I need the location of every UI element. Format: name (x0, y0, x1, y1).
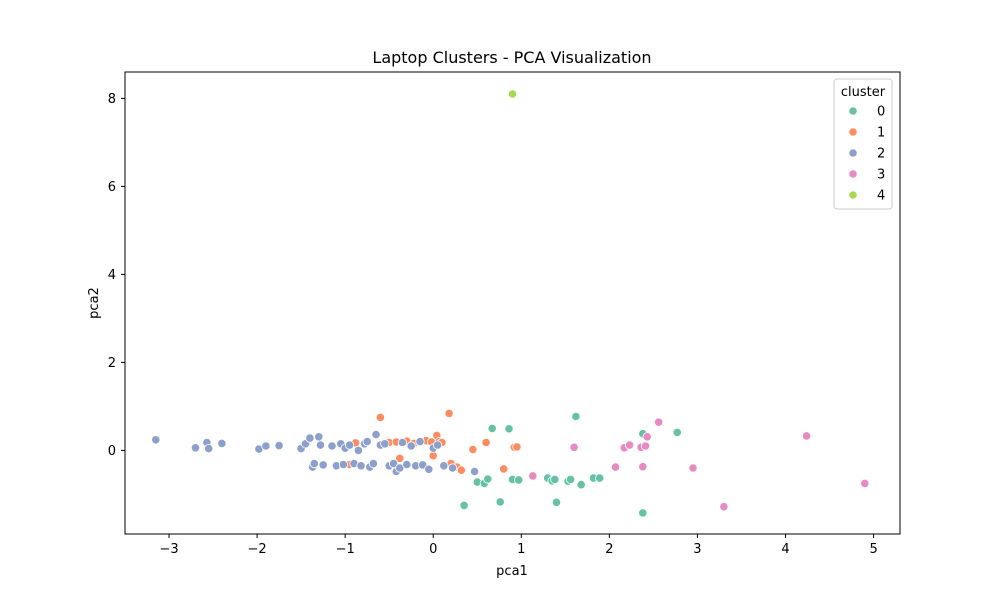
point-cluster-0-11 (550, 474, 560, 484)
legend-label-3: 3 (877, 168, 885, 183)
point-cluster-4-0 (507, 89, 518, 99)
point-cluster-2-29 (371, 429, 381, 440)
legend-label-0: 0 (877, 105, 885, 120)
point-cluster-2-44 (432, 440, 443, 450)
y-tick-label: 2 (108, 356, 116, 371)
point-cluster-3-8 (642, 432, 652, 442)
point-cluster-0-12 (551, 497, 562, 507)
point-cluster-1-23 (512, 442, 522, 452)
point-cluster-2-24 (356, 461, 366, 471)
point-cluster-2-15 (318, 460, 328, 470)
y-tick-label: 4 (108, 268, 116, 283)
legend-marker-2 (848, 148, 858, 158)
x-tick-label: 4 (781, 542, 789, 557)
point-cluster-2-1 (190, 443, 201, 453)
point-cluster-3-0 (528, 471, 538, 481)
point-cluster-1-19 (468, 444, 478, 455)
point-cluster-2-36 (397, 437, 407, 448)
y-tick-label: 8 (108, 92, 116, 107)
point-cluster-2-23 (353, 445, 363, 455)
point-cluster-1-21 (499, 464, 509, 474)
point-cluster-2-13 (314, 432, 324, 442)
point-cluster-2-4 (217, 438, 227, 448)
point-cluster-2-42 (424, 464, 434, 474)
point-cluster-2-16 (327, 441, 337, 451)
point-cluster-2-3 (204, 443, 214, 454)
point-cluster-2-7 (274, 440, 284, 451)
point-cluster-3-6 (638, 462, 648, 472)
point-cluster-2-38 (406, 441, 416, 451)
point-cluster-0-21 (672, 427, 682, 437)
point-cluster-2-37 (402, 459, 412, 470)
point-cluster-3-10 (688, 463, 698, 473)
point-cluster-0-18 (595, 473, 605, 483)
point-cluster-3-2 (610, 462, 621, 472)
point-cluster-2-21 (344, 440, 355, 450)
point-cluster-0-5 (495, 497, 505, 507)
x-tick-label: −2 (248, 542, 267, 557)
plot-frame (124, 71, 901, 535)
point-cluster-2-47 (469, 466, 480, 477)
point-cluster-3-9 (654, 417, 664, 427)
x-axis: −3 −2 −1 0 1 2 3 4 5 (159, 534, 878, 557)
point-cluster-0-14 (565, 474, 576, 484)
point-cluster-3-1 (569, 442, 579, 452)
point-cluster-2-26 (362, 436, 372, 447)
point-cluster-2-28 (368, 458, 378, 469)
x-axis-label: pca1 (496, 564, 528, 579)
point-cluster-0-20 (638, 508, 648, 518)
point-cluster-2-14 (315, 440, 326, 450)
point-cluster-0-3 (483, 474, 493, 484)
point-cluster-2-40 (415, 436, 425, 447)
legend-label-2: 2 (877, 147, 885, 162)
point-cluster-0-4 (487, 423, 497, 433)
y-axis-label: pca2 (87, 287, 102, 319)
legend-marker-1 (848, 127, 858, 137)
y-axis: 0 2 4 6 8 (108, 92, 125, 459)
y-tick-label: 0 (108, 444, 116, 459)
point-cluster-0-0 (459, 500, 469, 510)
x-tick-label: 1 (517, 542, 525, 557)
legend: cluster 0 1 2 3 4 (833, 78, 893, 210)
point-cluster-2-45 (439, 461, 449, 471)
point-cluster-1-15 (444, 408, 454, 418)
x-tick-label: 5 (869, 542, 877, 557)
legend-label-1: 1 (877, 126, 885, 141)
point-cluster-1-20 (481, 437, 491, 448)
point-cluster-2-6 (261, 441, 271, 451)
point-cluster-2-19 (338, 459, 348, 470)
point-cluster-2-46 (447, 463, 458, 473)
point-cluster-2-12 (309, 458, 319, 469)
x-tick-label: 3 (693, 542, 701, 557)
point-cluster-0-15 (571, 411, 581, 422)
chart-title: Laptop Clusters - PCA Visualization (372, 48, 651, 67)
point-cluster-2-31 (380, 439, 390, 449)
y-tick-label: 6 (108, 180, 116, 195)
point-cluster-1-2 (375, 412, 385, 422)
point-cluster-2-10 (305, 433, 315, 443)
legend-marker-3 (848, 169, 858, 179)
point-cluster-1-18 (456, 465, 466, 475)
point-cluster-3-7 (640, 441, 651, 451)
point-cluster-3-11 (719, 502, 729, 512)
x-tick-label: 0 (429, 542, 437, 557)
x-tick-label: −1 (336, 542, 355, 557)
points-layer (151, 89, 870, 518)
point-cluster-3-4 (624, 440, 635, 450)
legend-label-4: 4 (877, 189, 885, 204)
point-cluster-3-12 (801, 431, 812, 441)
point-cluster-0-6 (504, 424, 514, 434)
legend-marker-4 (848, 190, 858, 200)
x-tick-label: 2 (605, 542, 613, 557)
point-cluster-0-8 (514, 475, 524, 485)
point-cluster-0-16 (576, 480, 586, 490)
legend-title: cluster (841, 85, 886, 100)
point-cluster-2-41 (418, 460, 428, 470)
point-cluster-1-5 (395, 453, 405, 463)
point-cluster-3-13 (860, 478, 870, 488)
legend-marker-0 (848, 106, 858, 116)
x-tick-label: −3 (159, 542, 178, 557)
point-cluster-2-0 (151, 435, 161, 445)
